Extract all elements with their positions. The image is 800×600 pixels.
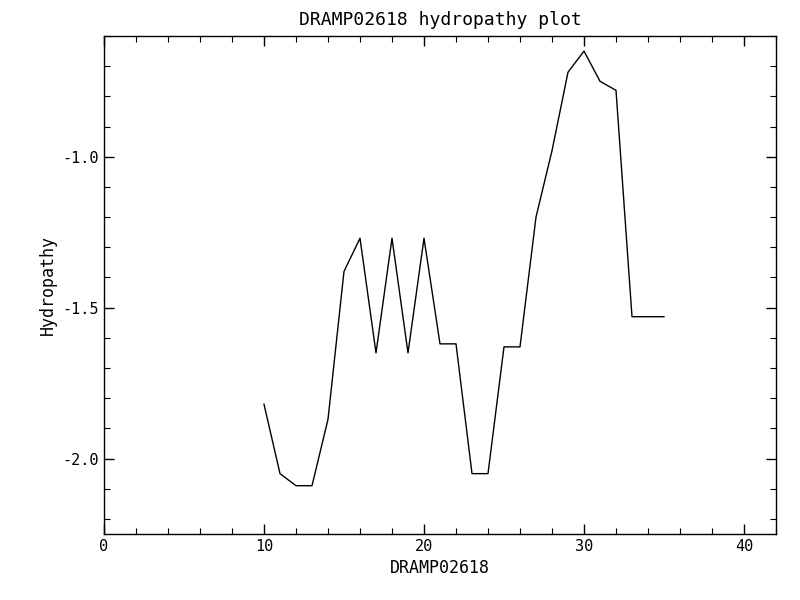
Title: DRAMP02618 hydropathy plot: DRAMP02618 hydropathy plot: [298, 11, 582, 29]
Y-axis label: Hydropathy: Hydropathy: [39, 235, 57, 335]
X-axis label: DRAMP02618: DRAMP02618: [390, 559, 490, 577]
